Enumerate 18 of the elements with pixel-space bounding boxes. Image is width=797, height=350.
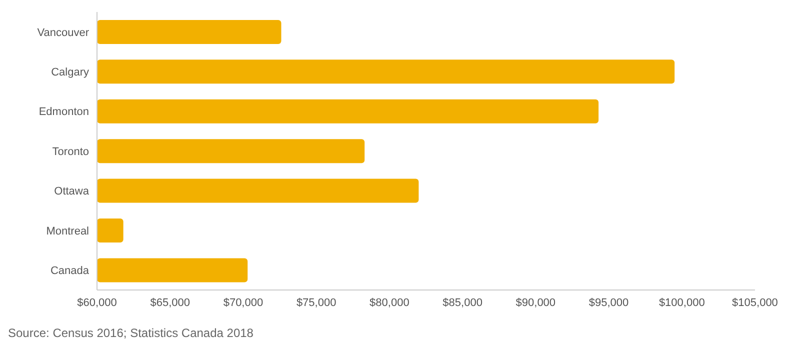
y-tick-label: Vancouver (37, 26, 90, 39)
x-tick-label: $60,000 (77, 296, 117, 309)
x-tick-label: $70,000 (223, 296, 264, 309)
x-tick-label: $90,000 (516, 296, 556, 309)
y-tick-label: Montreal (46, 225, 89, 238)
x-tick-label: $100,000 (658, 296, 705, 309)
y-tick-label: Ottawa (54, 186, 90, 198)
source-note: Source: Census 2016; Statistics Canada 2018 (8, 326, 254, 340)
x-tick-label: $95,000 (588, 296, 629, 309)
x-tick-label: $65,000 (150, 296, 190, 309)
y-tick-label: Canada (50, 265, 90, 278)
y-tick-label: Edmonton (38, 106, 89, 118)
y-tick-label: Toronto (52, 146, 89, 158)
x-tick-label: $80,000 (370, 296, 410, 309)
x-tick-label: $75,000 (296, 296, 336, 309)
x-tick-label: $105,000 (732, 296, 778, 309)
y-tick-label: Calgary (51, 66, 90, 78)
x-tick-label: $85,000 (442, 296, 482, 309)
